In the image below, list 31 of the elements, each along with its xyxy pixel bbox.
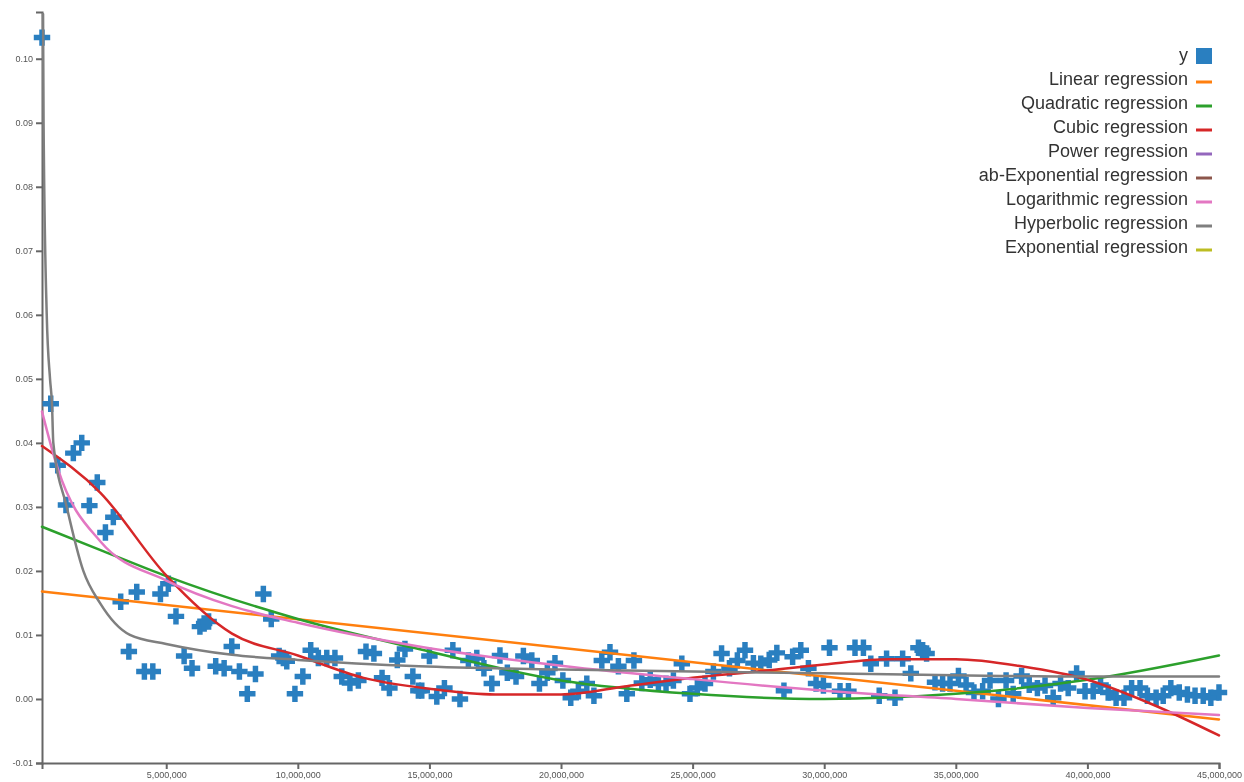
- legend-label: Cubic regression: [1052, 116, 1188, 137]
- legend-label: ab-Exponential regression: [978, 164, 1188, 185]
- legend-label: Exponential regression: [1004, 236, 1188, 257]
- x-tick-label: 45,000,000: [1196, 770, 1243, 781]
- y-tick-label: 0.03: [15, 502, 33, 513]
- y-tick-label: 0.08: [15, 182, 33, 193]
- y-tick-label: 0.04: [15, 438, 33, 449]
- x-tick-label: 40,000,000: [1065, 770, 1111, 781]
- y-tick-label: 0.10: [15, 54, 33, 65]
- legend-label: y: [1179, 44, 1188, 65]
- y-tick-label: 0.09: [15, 118, 33, 129]
- y-tick-label: 0.06: [15, 310, 33, 321]
- x-tick-label: 10,000,000: [275, 770, 321, 781]
- legend-label: Quadratic regression: [1020, 92, 1188, 113]
- y-tick-label: 0.01: [15, 630, 33, 641]
- y-tick-label: -0.01: [12, 758, 33, 769]
- legend-label: Hyperbolic regression: [1013, 212, 1188, 233]
- x-tick-label: 30,000,000: [802, 770, 848, 781]
- legend-label: Power regression: [1047, 140, 1188, 161]
- legend-label: Linear regression: [1048, 68, 1188, 89]
- x-tick-label: 15,000,000: [407, 770, 453, 781]
- y-tick-label: 0.05: [15, 374, 33, 385]
- x-tick-label: 20,000,000: [538, 770, 585, 781]
- x-tick-label: 5,000,000: [146, 770, 187, 781]
- legend-label: Logarithmic regression: [1005, 188, 1188, 209]
- x-tick-label: 35,000,000: [933, 770, 979, 781]
- y-tick-label: 0.07: [15, 246, 33, 257]
- line-series: [40, 444, 1221, 737]
- x-tick-label: 25,000,000: [670, 770, 716, 781]
- y-tick-label: 0.00: [15, 694, 33, 705]
- y-tick-label: 0.02: [15, 566, 33, 577]
